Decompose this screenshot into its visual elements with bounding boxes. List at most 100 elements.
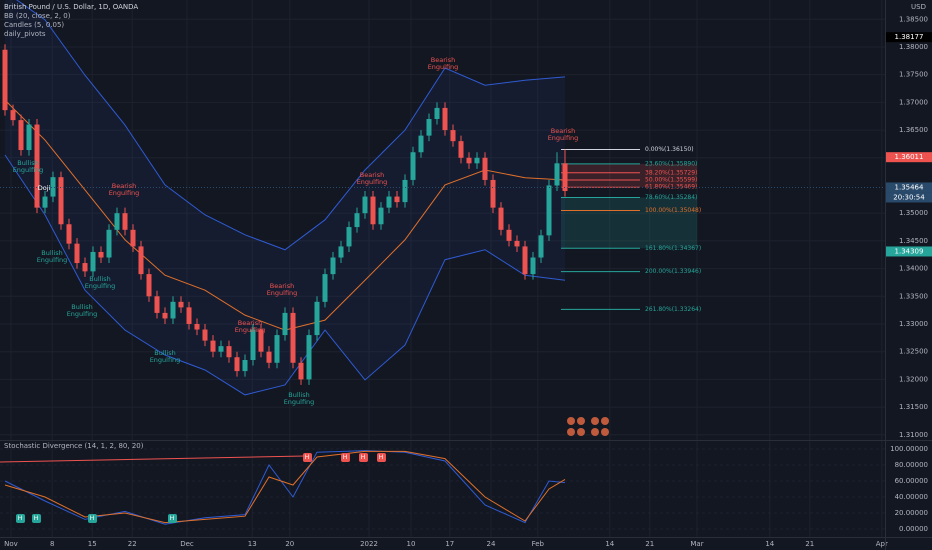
candle-body <box>418 135 424 153</box>
x-tick-label: 14 <box>765 540 774 548</box>
currency: USD <box>911 3 926 11</box>
candle-body <box>234 357 240 372</box>
x-tick-label: 17 <box>445 540 454 548</box>
pattern-label: Bearish Engulfing <box>356 171 388 186</box>
band-fill <box>5 0 565 395</box>
x-tick-label: 10 <box>407 540 416 548</box>
price-tag <box>886 32 932 43</box>
candle-body <box>378 207 384 225</box>
candle-body <box>202 329 208 341</box>
candle-body <box>506 229 512 241</box>
candle-body <box>322 274 328 302</box>
y-tick-label: 1.32500 <box>899 348 928 356</box>
fib-label: 38.20%(1.35729) <box>645 169 697 176</box>
emoji-icons <box>567 417 609 436</box>
candle-body <box>354 213 360 228</box>
divergence-marker: H <box>358 452 368 462</box>
candle-body <box>242 360 248 372</box>
countdown-tag <box>886 192 932 203</box>
x-tick-label: 15 <box>88 540 97 548</box>
y-tick-label: 1.37000 <box>899 98 928 106</box>
candle-body <box>522 246 528 275</box>
pattern-label: Bullish Engulfing <box>66 303 98 318</box>
candle-body <box>210 340 216 352</box>
candle-body <box>186 307 192 324</box>
candle-body <box>426 119 432 136</box>
candle-body <box>434 107 440 120</box>
pattern-label: Bullish Engulfing <box>84 275 116 290</box>
candle-body <box>34 124 40 208</box>
candle-body <box>290 312 296 363</box>
fib-zone <box>561 163 697 188</box>
candle-body <box>274 335 280 363</box>
pattern-label: Bearish Engulfing <box>234 319 266 334</box>
stochastic-pane <box>4 450 566 525</box>
y-tick-label: 1.34000 <box>899 265 928 273</box>
candle-body <box>490 179 496 208</box>
fib-zone <box>561 197 697 249</box>
grid <box>0 0 885 537</box>
candle-body <box>2 49 8 111</box>
y-tick-label: 0.00000 <box>899 525 928 533</box>
y-tick-label: 1.32000 <box>899 375 928 383</box>
candle-body <box>538 235 544 258</box>
candle-body <box>306 335 312 380</box>
divergence-line <box>0 455 306 463</box>
divergence-marker: H <box>167 513 177 523</box>
candle-body <box>18 120 24 151</box>
y-tick-label: 1.31000 <box>899 431 928 439</box>
price-tag-label: 1.34309 <box>895 247 924 255</box>
candle-body <box>66 224 72 244</box>
candle-body <box>546 185 552 236</box>
y-tick-label: 1.33500 <box>899 292 928 300</box>
y-tick-label: 1.33000 <box>899 320 928 328</box>
countdown: 20:30:54 <box>893 193 925 201</box>
fib-label: 161.80%(1.34367) <box>645 245 701 252</box>
divergence-marker: H <box>15 513 25 523</box>
candle-body <box>298 362 304 380</box>
y-tick-label: 1.35000 <box>899 209 928 217</box>
x-tick-label: 21 <box>805 540 814 548</box>
indicator-line <box>4 154 566 396</box>
candle-body <box>282 312 288 336</box>
candle-body <box>226 346 232 358</box>
pattern-label: Bearish Engulfing <box>547 127 579 142</box>
candle-body <box>394 196 400 203</box>
fib-label: 23.60%(1.35890) <box>645 160 697 167</box>
candle-body <box>362 196 368 214</box>
candle-body <box>458 141 464 158</box>
candle-body <box>338 246 344 258</box>
candle-body <box>42 196 48 208</box>
candle-body <box>466 157 472 164</box>
pattern-label: Bearish Engulfing <box>266 282 298 297</box>
candle-body <box>90 251 96 272</box>
candle-body <box>442 107 448 131</box>
candle-body <box>106 229 112 258</box>
x-tick-label: 22 <box>128 540 137 548</box>
x-tick-label: 2022 <box>360 540 378 548</box>
candle-body <box>194 323 200 330</box>
divergence-marker: H <box>376 452 386 462</box>
candle-body <box>10 110 16 121</box>
candle-body <box>474 157 480 164</box>
pattern-label: Doji <box>37 184 51 192</box>
y-tick-label: 1.37500 <box>899 71 928 79</box>
pattern-label: Bullish Engulfing <box>283 391 315 406</box>
candle-body <box>138 246 144 275</box>
fib-label: 261.80%(1.33264) <box>645 306 701 313</box>
pane-title: Stochastic Divergence (14, 1, 2, 80, 20) <box>4 442 144 450</box>
x-tick-label: 21 <box>645 540 654 548</box>
candle-body <box>554 163 560 186</box>
candle-body <box>482 157 488 180</box>
candle-body <box>98 251 104 258</box>
price-tag-label: 1.35464 <box>895 183 924 191</box>
x-tick-label: Nov <box>4 540 18 548</box>
price-tag <box>886 152 932 163</box>
fib-label: 100.00%(1.35048) <box>645 207 701 214</box>
price-tag-label: 1.36011 <box>895 153 924 161</box>
candle-body <box>314 301 320 336</box>
x-tick-label: Feb <box>532 540 545 548</box>
pattern-label: Bearish Engulfing <box>108 182 140 197</box>
